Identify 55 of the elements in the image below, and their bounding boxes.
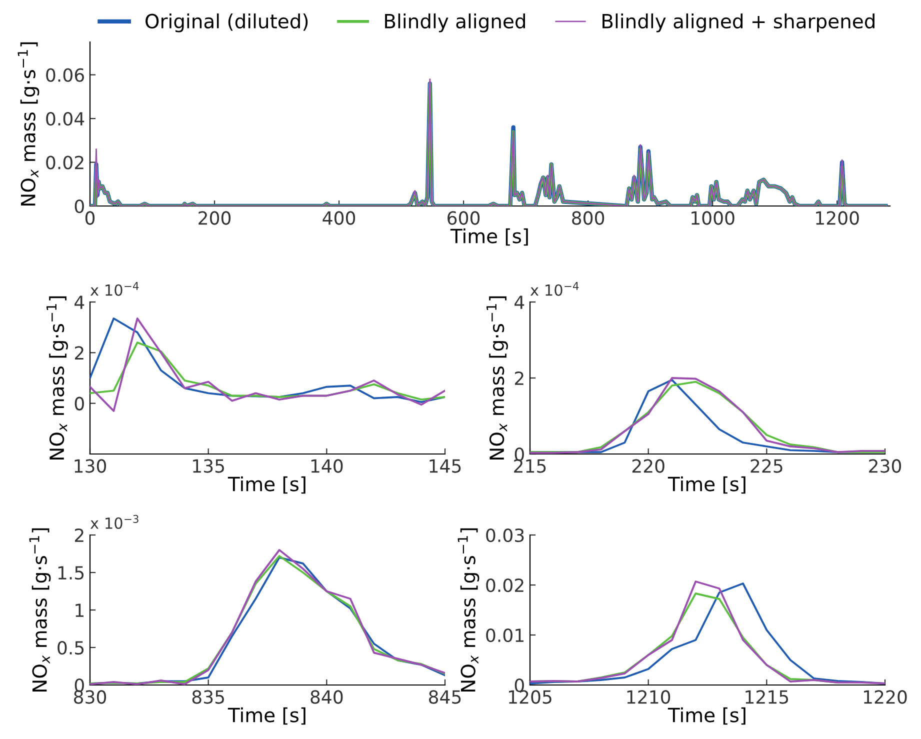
x-tick-label: 0 bbox=[85, 211, 95, 225]
x-axis-title: Time [s] bbox=[228, 476, 306, 494]
x-tick-label: 840 bbox=[310, 690, 343, 704]
y-tick-label: 2 bbox=[74, 346, 84, 360]
y-tick-label: 1 bbox=[76, 604, 84, 617]
y-axis-title: NO$_{x}$ mass [g·s$^{−1}$] bbox=[46, 296, 68, 460]
x-tick-label: 1205 bbox=[509, 690, 552, 704]
x-tick-label: 845 bbox=[428, 690, 461, 704]
legend-label: Blindly aligned + sharpened bbox=[602, 13, 874, 32]
y-tick-label: 0 bbox=[74, 199, 84, 214]
y-tick-label: 0.04 bbox=[46, 112, 84, 126]
text: x 10$^{−3}$ bbox=[90, 514, 138, 529]
x-tick-label: 140 bbox=[311, 459, 343, 473]
y-tick-label: 0 bbox=[74, 396, 84, 410]
legend-label: Original (diluted) bbox=[146, 13, 308, 32]
y-tick-label: 0.02 bbox=[46, 156, 84, 170]
y-tick-label: 0.01 bbox=[486, 628, 524, 642]
x-tick-label: 400 bbox=[322, 211, 356, 225]
y-axis-title: NO$_{x}$ mass [g·s$^{−1}$] bbox=[18, 42, 40, 206]
y-tick-label: 1.5 bbox=[58, 566, 84, 580]
x-tick-label: 830 bbox=[74, 690, 106, 704]
x-tick-label: 835 bbox=[192, 690, 224, 704]
x-tick-label: 215 bbox=[514, 459, 546, 473]
y-axis-title: NO$_{x}$ mass [g·s$^{−1}$] bbox=[29, 528, 51, 692]
x-tick-label: 1200 bbox=[816, 211, 859, 225]
x-tick-label: 600 bbox=[448, 211, 480, 225]
y-tick-label: 0.03 bbox=[486, 528, 524, 542]
y-tick-label: 0 bbox=[514, 678, 524, 692]
y-tick-label: 2 bbox=[514, 371, 524, 385]
y-tick-label: 0.06 bbox=[46, 68, 84, 82]
text: x 10$^{−4}$ bbox=[530, 282, 579, 296]
x-axis-title: Time [s] bbox=[228, 707, 306, 725]
legend-label: Blindly aligned bbox=[385, 13, 526, 32]
y-tick-label: 2 bbox=[74, 528, 84, 542]
x-tick-label: 1210 bbox=[627, 690, 670, 704]
x-tick-label: 1220 bbox=[864, 690, 907, 704]
x-tick-label: 230 bbox=[869, 459, 902, 473]
x-tick-label: 225 bbox=[750, 459, 782, 473]
x-tick-label: 220 bbox=[632, 459, 664, 473]
x-axis-title: Time [s] bbox=[450, 228, 528, 246]
x-axis-title: Time [s] bbox=[668, 476, 746, 494]
y-tick-label: 0.5 bbox=[58, 640, 84, 655]
y-tick-label: 4 bbox=[514, 296, 524, 309]
x-tick-label: 200 bbox=[198, 211, 231, 225]
y-tick-label: 4 bbox=[74, 296, 84, 309]
x-tick-label: 130 bbox=[74, 459, 106, 473]
y-axis-title: NO$_{x}$ mass [g·s$^{−1}$] bbox=[486, 296, 508, 460]
text: x 10$^{−4}$ bbox=[90, 282, 139, 296]
x-tick-label: 145 bbox=[430, 459, 461, 473]
y-tick-label: 0.02 bbox=[486, 578, 524, 592]
x-tick-label: 1215 bbox=[746, 690, 788, 704]
x-tick-label: 800 bbox=[572, 211, 604, 225]
x-tick-label: 1000 bbox=[692, 211, 734, 225]
x-tick-label: 135 bbox=[193, 459, 224, 473]
x-axis-title: Time [s] bbox=[668, 707, 746, 725]
